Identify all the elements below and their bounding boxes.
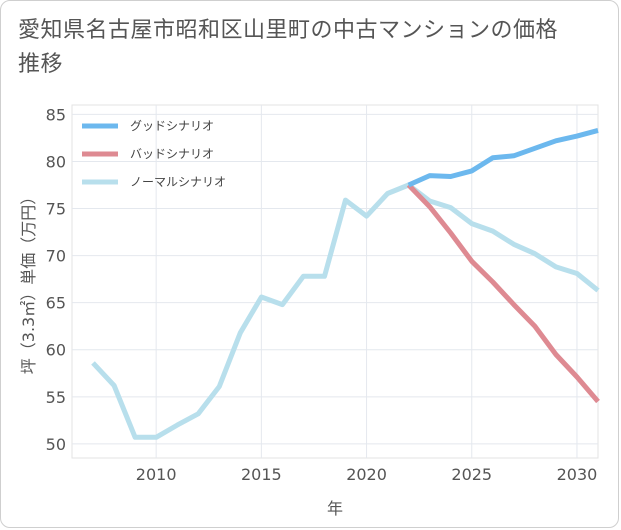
legend-label: バッドシナリオ [130, 147, 214, 161]
y-tick-label: 70 [46, 247, 66, 266]
y-tick-label: 60 [46, 341, 66, 360]
y-axis-label: 坪（3.3㎡）単価（万円） [19, 189, 38, 374]
y-tick-label: 50 [46, 435, 66, 454]
y-tick-label: 85 [46, 105, 66, 124]
x-tick-label: 2020 [346, 465, 387, 484]
x-tick-label: 2015 [241, 465, 282, 484]
x-tick-label: 2010 [136, 465, 177, 484]
legend-label: ノーマルシナリオ [130, 175, 226, 189]
legend-label: グッドシナリオ [130, 119, 214, 133]
series-line-2 [406, 183, 600, 404]
series-line-3 [91, 182, 600, 440]
y-tick-label: 75 [46, 200, 66, 219]
x-tick-label: 2030 [557, 465, 598, 484]
y-tick-label: 80 [46, 152, 66, 171]
x-axis-label: 年 [327, 499, 343, 518]
series-line-1 [407, 127, 599, 188]
y-tick-label: 55 [46, 388, 66, 407]
y-tick-label: 65 [46, 294, 66, 313]
chart-title: 愛知県名古屋市昭和区山里町の中古マンションの価格推移 [18, 18, 559, 77]
plot-area [71, 104, 599, 459]
x-tick-label: 2025 [451, 465, 492, 484]
